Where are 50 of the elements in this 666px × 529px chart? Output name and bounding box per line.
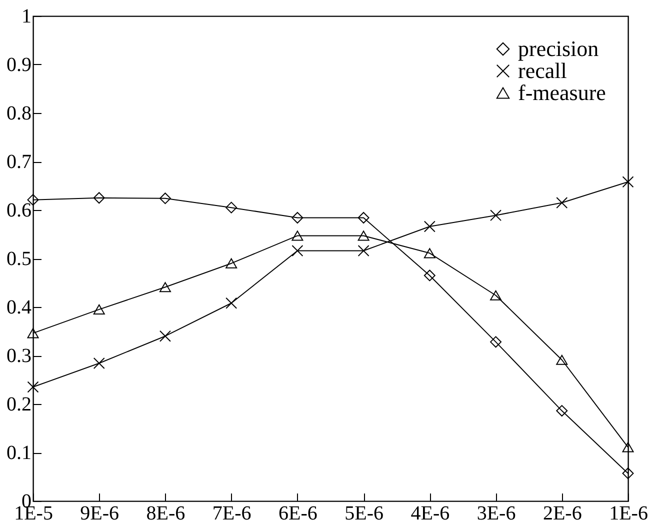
x-tick-label: 9E-6	[80, 502, 120, 524]
y-tick-label: 0.3	[6, 345, 32, 367]
y-tick-label: 1	[22, 6, 32, 28]
point	[622, 468, 634, 480]
point	[424, 220, 436, 232]
point	[159, 330, 171, 342]
point	[226, 258, 238, 268]
legend-label: f-measure	[518, 80, 606, 105]
point	[27, 328, 39, 338]
point	[556, 405, 568, 417]
x-tick-label: 7E-6	[212, 502, 252, 524]
point	[358, 230, 370, 241]
point	[159, 282, 171, 292]
point	[490, 290, 502, 300]
y-tick-label: 0.9	[6, 54, 32, 76]
point	[622, 442, 634, 452]
x-tick-label: 6E-6	[278, 502, 318, 524]
point	[292, 212, 304, 224]
x-tick-label: 5E-6	[344, 502, 384, 524]
x-tick-label: 1E-6	[609, 502, 648, 524]
point	[27, 381, 39, 393]
x-tick-label: 3E-6	[476, 502, 516, 524]
y-tick-label: 0.1	[6, 442, 32, 464]
point	[358, 244, 370, 256]
point	[358, 212, 370, 224]
point	[556, 354, 568, 365]
point	[93, 358, 105, 370]
y-tick-label: 0.2	[6, 394, 32, 416]
point	[226, 297, 238, 309]
legend-label: precision	[518, 36, 599, 61]
x-tick-label: 2E-6	[542, 502, 582, 524]
point	[93, 304, 105, 314]
point	[292, 230, 304, 241]
y-tick-label: 0.8	[6, 102, 32, 124]
point	[622, 176, 634, 188]
x-tick-label: 8E-6	[146, 502, 186, 524]
point	[424, 248, 436, 258]
point	[490, 336, 502, 348]
point	[424, 270, 436, 282]
point	[556, 196, 568, 208]
point	[490, 210, 502, 222]
point	[292, 244, 304, 256]
y-tick-label: 0.5	[6, 248, 32, 270]
x-tick-label: 4E-6	[410, 502, 450, 524]
point	[226, 202, 238, 214]
point	[159, 192, 171, 204]
y-tick-label: 0.4	[6, 296, 32, 318]
point	[93, 192, 105, 204]
y-tick-label: 0.6	[6, 200, 32, 222]
y-tick-label: 0.7	[6, 151, 32, 173]
